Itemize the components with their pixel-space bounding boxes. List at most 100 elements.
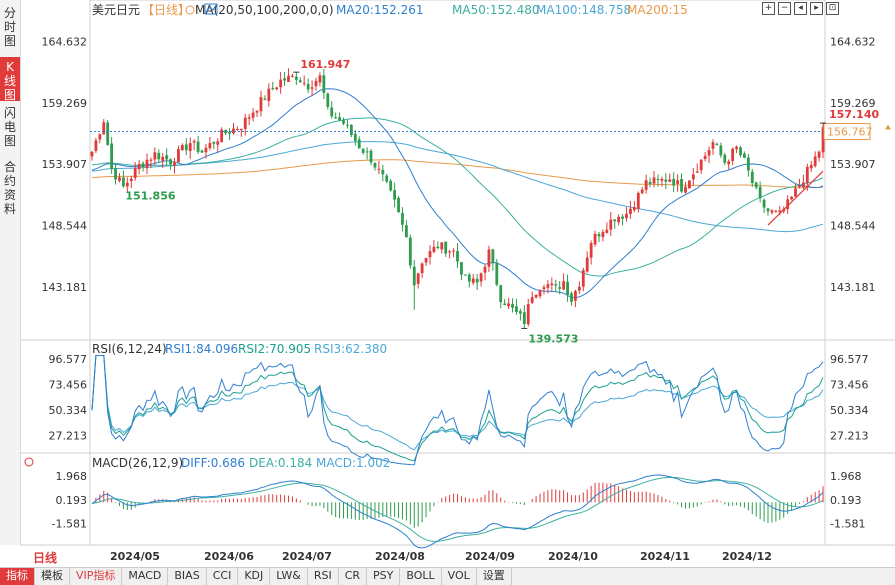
scroll-left-icon[interactable]: ◂ [794,2,807,15]
candle-body [621,216,624,219]
candle-body [169,159,172,165]
candle-body [593,233,597,245]
current-price-box [823,122,871,140]
candle-body [652,177,656,184]
candle-body [601,231,605,238]
candle-body [487,249,491,267]
candle-body [660,178,664,181]
indicator-settings-icon[interactable] [24,457,34,467]
candle-body [342,120,345,124]
candle-body [338,117,341,121]
candle-body [680,178,683,192]
gear-icon[interactable] [185,5,195,15]
macd-legend: DEA:0.184 [249,456,312,470]
restore-icon[interactable]: ⊡ [826,2,839,15]
candle-body [428,251,432,258]
indicator-3[interactable]: MACD [122,568,169,585]
zoom-out-icon[interactable]: − [778,2,791,15]
indicator-13[interactable]: 设置 [477,568,512,585]
candle-body [562,281,566,290]
candle-body [314,80,318,87]
indicator-5[interactable]: CCI [207,568,239,585]
indicator-0[interactable]: 指标 [0,568,35,585]
candle-body [294,76,298,80]
candle-body [542,287,546,290]
candle-body [287,75,290,82]
candle-body [739,147,742,156]
candle-body [228,131,231,134]
candle-body [526,304,530,325]
ma-settings-icon[interactable] [204,3,218,15]
macd-tick-left: 0.193 [56,494,88,507]
period-tab[interactable]: 日线 [33,551,58,565]
header-period[interactable]: 【日线】 [142,3,190,17]
diff-line [91,474,824,549]
indicator-7[interactable]: LW& [270,568,308,585]
rsi-legend: RSI3:62.380 [314,342,387,356]
indicator-11[interactable]: BOLL [400,568,442,585]
candle-body [106,122,110,145]
candle-body [322,75,326,93]
indicator-9[interactable]: CR [339,568,368,585]
candle-body [597,233,601,237]
indicator-8[interactable]: RSI [308,568,339,585]
candle-body [110,143,114,169]
indicator-12[interactable]: VOL [442,568,477,585]
rsi1-line [91,355,824,466]
candle-body [235,128,239,130]
candle-body [809,164,813,169]
ma100-line [91,141,824,233]
indicator-2[interactable]: VIP指标 [70,568,123,585]
candle-body [255,110,259,113]
candle-body [98,134,102,140]
indicator-6[interactable]: KDJ [238,568,271,585]
candle-body [137,163,141,170]
zoom-in-icon[interactable]: + [762,2,775,15]
price-tick-left: 159.269 [42,97,88,110]
rsi-tick-left: 96.577 [49,353,88,366]
x-axis-label: 2024/06 [204,550,254,563]
candle-body [424,257,428,263]
scroll-right-icon[interactable]: ▸ [810,2,823,15]
candle-body [259,97,263,112]
candle-body [247,117,251,119]
candle-body [656,178,660,180]
candle-body [208,143,212,149]
x-axis-label: 2024/08 [375,550,425,563]
candle-body [790,196,793,200]
x-axis-label: 2024/07 [282,550,332,563]
annotation-last: 157.140 [829,108,879,121]
candle-body [302,82,306,84]
candle-body [129,178,133,182]
rsi-tick-left: 73.456 [49,379,88,392]
candle-body [699,159,703,171]
indicator-4[interactable]: BIAS [168,568,207,585]
tab-contract[interactable]: 合约资料 [4,160,17,216]
candle-body [743,153,746,158]
candle-body [511,303,514,308]
candle-body [204,147,208,153]
candle-body [703,155,707,159]
header-ma100: MA100:148.758 [536,3,631,17]
indicator-10[interactable]: PSY [367,568,401,585]
candle-body [149,159,153,161]
candle-body [330,107,334,117]
candle-body [495,262,499,285]
candle-body [212,141,216,144]
candle-body [141,163,145,167]
candle-body [475,278,479,283]
tab-flash[interactable]: 闪电图 [4,106,17,148]
candle-body [672,178,676,186]
chart-area[interactable]: 164.632 164.632 159.269 159.269 153.907 153.9… [0,0,895,567]
tab-timeshare[interactable]: 分时图 [4,6,17,48]
candle-body [393,190,397,200]
candle-body [448,251,452,253]
indicator-1[interactable]: 模板 [35,568,70,585]
tab-kline[interactable]: K线图 [0,57,20,102]
header-symbol: 美元日元 [92,3,140,17]
price-tick-right: 164.632 [830,35,876,48]
candle-body [420,263,424,274]
candle-body [546,284,550,288]
candle-body [365,151,369,153]
candle-body [224,129,228,134]
